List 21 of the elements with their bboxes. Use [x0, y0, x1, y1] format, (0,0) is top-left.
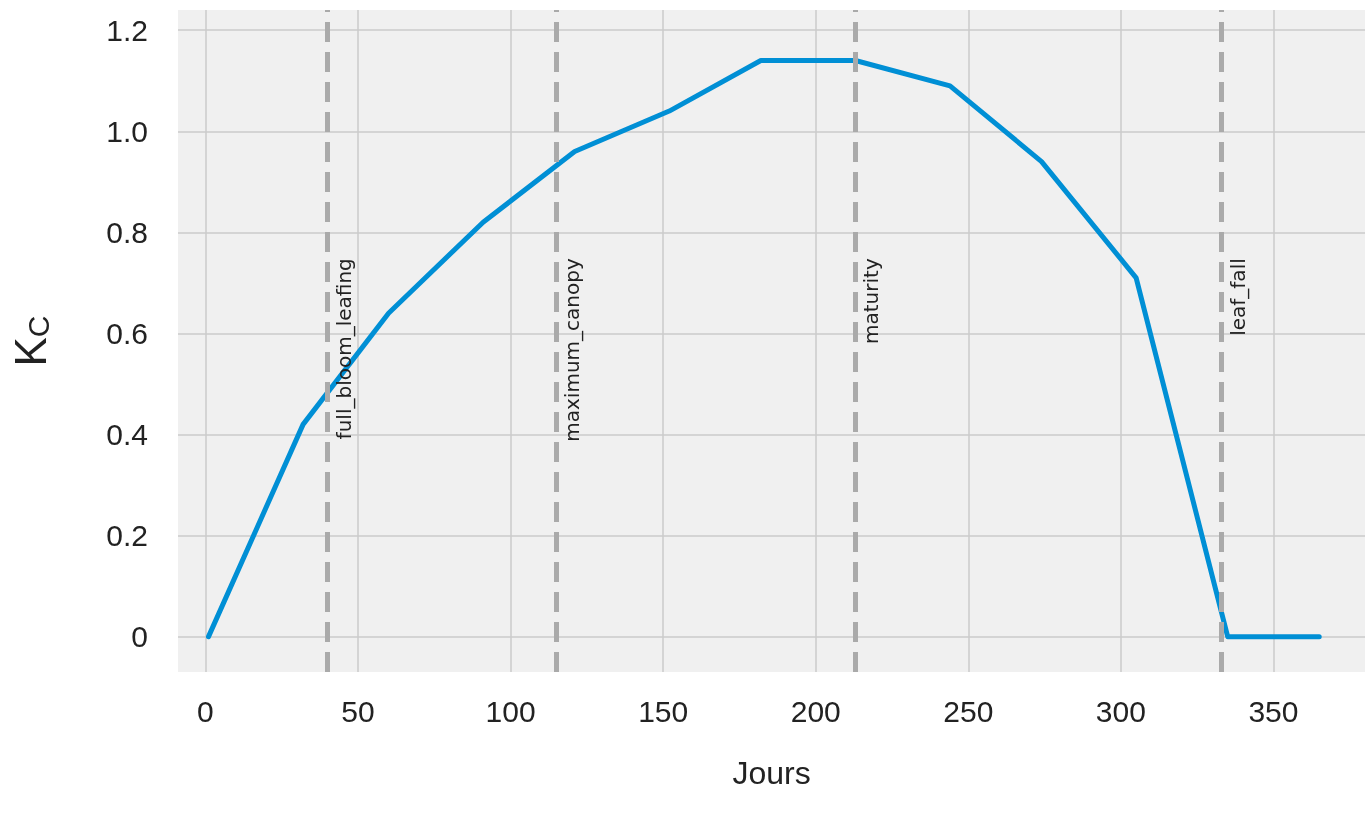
y-tick-label: 0.2	[106, 519, 148, 553]
ref-line-label: leaf_fall	[1225, 258, 1250, 336]
y-tick-label: 1.0	[106, 114, 148, 148]
x-tick-label: 200	[790, 694, 841, 728]
y-tick-label: 0	[131, 620, 148, 654]
x-axis-title: Jours	[732, 755, 811, 791]
y-tick-label: 0.8	[106, 215, 148, 249]
y-axis-title: KC	[5, 315, 55, 367]
x-tick-label: 300	[1095, 694, 1146, 728]
x-tick-label: 100	[485, 694, 536, 728]
x-tick-label: 350	[1248, 694, 1299, 728]
y-tick-label: 0.6	[106, 316, 148, 350]
x-tick-label: 50	[341, 694, 375, 728]
ref-line-label: maximum_canopy	[560, 258, 585, 442]
x-tick-label: 250	[943, 694, 994, 728]
ref-line-label: maturity	[859, 258, 884, 344]
x-tick-label: 150	[638, 694, 689, 728]
x-tick-label: 0	[197, 694, 214, 728]
y-tick-label: 0.4	[106, 417, 148, 451]
y-tick-label: 1.2	[106, 13, 148, 47]
ref-line-label: full_bloom_leafing	[331, 258, 356, 440]
